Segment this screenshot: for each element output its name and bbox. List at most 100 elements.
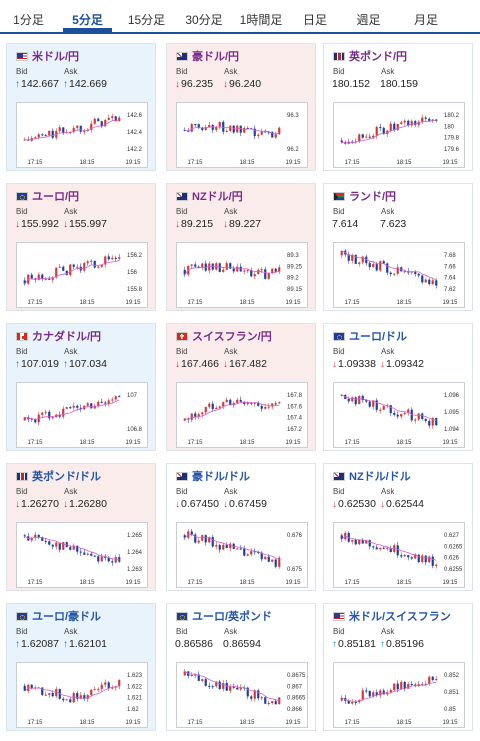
chart-container[interactable]: 0.676 0.675 17:15 18:15 19:15 xyxy=(176,522,308,588)
chart-container[interactable]: 0.627 0.6265 0.626 0.6255 17:15 18:15 19:15 xyxy=(333,522,465,588)
x-tick-label: 17:15 xyxy=(344,160,360,166)
chart-container[interactable]: 1.265 1.264 1.263 17:15 18:15 19:15 xyxy=(16,522,148,588)
candle xyxy=(218,545,221,550)
candle xyxy=(41,134,44,136)
pair-name-link[interactable]: ユーロ/ドル xyxy=(349,331,408,343)
tab-週足[interactable]: 週足 xyxy=(356,13,381,27)
pair-name-link[interactable]: 英ポンド/円 xyxy=(349,51,408,63)
candle xyxy=(361,134,364,138)
chart-container[interactable]: 0.852 0.851 0.85 17:15 18:15 19:15 xyxy=(333,662,465,728)
candle xyxy=(358,134,361,142)
pair-name-link[interactable]: ユーロ/円 xyxy=(32,191,80,203)
candle xyxy=(76,125,79,128)
bid-label: Bid xyxy=(176,67,188,76)
candle xyxy=(400,681,403,690)
rate-card[interactable]: 米ドル/円 Bid Ask ↑142.667 ↑142.669 142.6 142.4 142… xyxy=(6,43,156,171)
pair-name-link[interactable]: 豪ドル/円 xyxy=(192,51,240,63)
candle xyxy=(410,409,413,421)
rate-card[interactable]: ユーロ/英ポンド Bid Ask 0.86586 0.86594 0.8675 0.867 0… xyxy=(166,603,316,731)
pair-name-link[interactable]: NZドル/ドル xyxy=(349,471,411,483)
candle xyxy=(253,690,256,699)
y-tick-label: 156.2 xyxy=(127,253,143,259)
arrow-up-icon: ↑ xyxy=(15,639,20,650)
tab-15分足[interactable]: 15分足 xyxy=(127,13,166,27)
pair-name-link[interactable]: ユーロ/豪ドル xyxy=(32,611,102,623)
candle xyxy=(243,127,246,133)
rate-card[interactable]: 米ドル/スイスフラン Bid Ask ↑0.85181 ↑0.85196 0.852 0.8… xyxy=(323,603,473,731)
candle xyxy=(239,548,242,550)
tab-30分足[interactable]: 30分足 xyxy=(185,13,223,27)
tab-1時間足[interactable]: 1時間足 xyxy=(239,13,283,27)
candle xyxy=(79,695,82,699)
pair-name-link[interactable]: カナダドル/円 xyxy=(32,331,102,343)
tab-5分足[interactable]: 5分足 xyxy=(57,0,118,32)
chart-container[interactable]: 180.2 180 179.8 179.6 17:15 18:15 19:15 xyxy=(333,102,465,168)
pair-name-link[interactable]: NZドル/円 xyxy=(192,191,243,203)
pair-name-link[interactable]: 米ドル/スイスフラン xyxy=(349,611,451,623)
chart-container[interactable]: 96.3 96.2 17:15 18:15 19:15 xyxy=(176,102,308,168)
chart-container[interactable]: 156.2 156 155.8 17:15 18:15 19:15 xyxy=(16,242,148,308)
chart-container[interactable]: 107 106.8 17:15 18:15 19:15 xyxy=(16,382,148,448)
x-tick-label: 18:15 xyxy=(396,160,412,166)
candle xyxy=(431,119,434,121)
moving-average-line xyxy=(184,126,280,135)
candle xyxy=(83,552,86,555)
candle xyxy=(65,699,68,701)
rate-card[interactable]: ランド/円 Bid Ask 7.614 7.623 7.68 7.66 7.64 7.62 17:… xyxy=(323,183,473,311)
candle xyxy=(183,671,186,676)
ask-label: Ask xyxy=(381,487,395,496)
pair-name-link[interactable]: 英ポンド/ドル xyxy=(32,471,102,483)
rate-card[interactable]: 英ポンド/ドル Bid Ask ↓1.26270 ↓1.26280 1.265 1.264 1… xyxy=(6,463,156,591)
rate-card[interactable]: NZドル/円 Bid Ask ↓89.215 ↓89.227 89.3 89.25 89.2 8… xyxy=(166,183,316,311)
moving-average-line xyxy=(24,399,120,420)
rate-card[interactable]: カナダドル/円 Bid Ask ↑107.019 ↑107.034 107 106.8 17:… xyxy=(6,323,156,451)
candle xyxy=(417,554,420,563)
rate-card[interactable]: 英ポンド/円 Bid Ask 180.152 180.159 180.2 180 179.8 1… xyxy=(323,43,473,171)
chart-container[interactable]: 1.623 1.622 1.621 1.62 17:15 18:15 19:15 xyxy=(16,662,148,728)
candle xyxy=(410,684,413,686)
pair-name-link[interactable]: 米ドル/円 xyxy=(32,51,80,63)
pair-header: 米ドル/円 xyxy=(16,49,79,63)
chart-container[interactable]: 7.68 7.66 7.64 7.62 17:15 18:15 19:15 xyxy=(333,242,465,308)
chart-container[interactable]: 167.8 167.6 167.4 167.2 17:15 18:15 19:15 xyxy=(176,382,308,448)
ask-value: 0.85196 xyxy=(386,638,424,650)
candle xyxy=(48,541,51,545)
chart-container[interactable]: 0.8675 0.867 0.8665 0.866 17:15 18:15 19:15 xyxy=(176,662,308,728)
candle xyxy=(58,127,61,132)
arrow-down-icon: ↓ xyxy=(175,79,180,90)
rate-card[interactable]: ユーロ/ドル Bid Ask ↓1.09338 ↓1.09342 1.096 1.095 1.… xyxy=(323,323,473,451)
rate-card[interactable]: ユーロ/豪ドル Bid Ask ↑1.62087 ↑1.62101 1.623 1.622 1… xyxy=(6,603,156,731)
candle xyxy=(76,692,79,699)
rate-card[interactable]: 豪ドル/ドル Bid Ask ↓0.67450 ↓0.67459 0.676 0.675 17… xyxy=(166,463,316,591)
candle xyxy=(118,257,121,259)
tab-月足[interactable]: 月足 xyxy=(413,13,438,27)
candle xyxy=(194,534,197,543)
tab-日足[interactable]: 日足 xyxy=(302,13,327,27)
rate-card[interactable]: ユーロ/円 Bid Ask ↓155.992 ↓155.997 156.2 156 155.8… xyxy=(6,183,156,311)
rate-card[interactable]: スイスフラン/円 Bid Ask ↓167.466 ↓167.482 167.8 167.6… xyxy=(166,323,316,451)
candle xyxy=(435,119,438,121)
nz-flag-icon xyxy=(333,471,345,481)
candle xyxy=(351,539,354,542)
candle xyxy=(215,126,218,130)
pair-name-link[interactable]: ランド/円 xyxy=(349,191,397,203)
x-tick-label: 17:15 xyxy=(27,300,43,306)
rate-card[interactable]: NZドル/ドル Bid Ask ↓0.62530 ↓0.62544 0.627 0.6265… xyxy=(323,463,473,591)
tab-1分足[interactable]: 1分足 xyxy=(13,13,44,27)
candle xyxy=(62,408,65,417)
pair-header: 米ドル/スイスフラン xyxy=(333,609,451,623)
candle xyxy=(183,270,186,275)
pair-name-link[interactable]: 豪ドル/ドル xyxy=(192,471,251,483)
chart-container[interactable]: 89.3 89.25 89.2 89.15 17:15 18:15 19:15 xyxy=(176,242,308,308)
candle xyxy=(354,701,357,703)
chart-container[interactable]: 142.6 142.4 142.2 17:15 18:15 19:15 xyxy=(16,102,148,168)
chart-container[interactable]: 1.096 1.095 1.094 17:15 18:15 19:15 xyxy=(333,382,465,448)
arrow-down-icon: ↓ xyxy=(175,499,180,510)
pair-name-link[interactable]: スイスフラン/円 xyxy=(192,331,272,343)
pair-name-link[interactable]: ユーロ/英ポンド xyxy=(192,611,273,623)
candle xyxy=(386,548,389,550)
candle xyxy=(222,402,225,407)
rate-card[interactable]: 豪ドル/円 Bid Ask ↓96.235 ↓96.240 96.3 96.2 17:15 18… xyxy=(166,43,316,171)
candle xyxy=(69,264,72,275)
bid-label: Bid xyxy=(176,487,188,496)
